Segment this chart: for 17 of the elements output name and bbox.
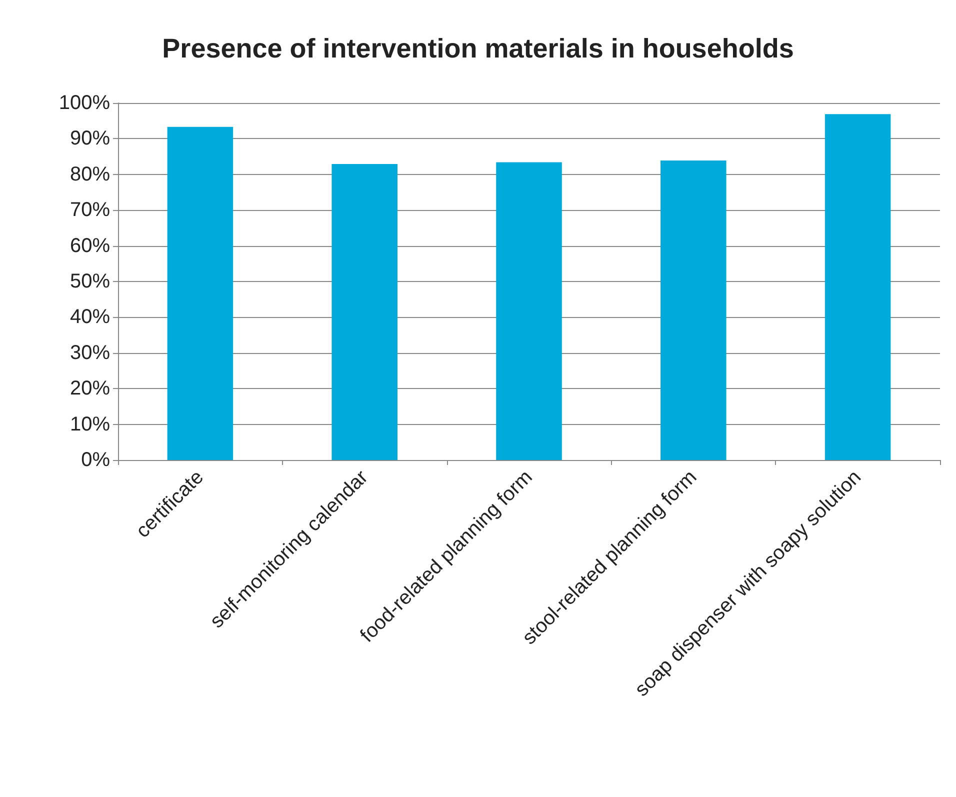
bar [332,164,398,460]
bar [167,126,234,460]
y-tick-label: 20% [70,378,110,400]
y-tick-label: 90% [70,128,110,150]
y-tick-label: 70% [70,199,110,222]
bar [496,162,562,460]
chart-title: Presence of intervention materials in households [162,34,794,64]
y-tick-label: 10% [70,413,110,436]
y-tick-label: 100% [58,92,110,114]
bar [824,114,891,460]
y-tick-label: 60% [70,234,110,257]
bar [660,160,726,460]
y-tick-label: 30% [70,342,110,364]
y-tick-label: 80% [70,163,110,186]
y-tick-label: 50% [70,270,110,292]
y-tick-label: 0% [81,449,110,471]
y-tick-label: 40% [70,306,110,328]
